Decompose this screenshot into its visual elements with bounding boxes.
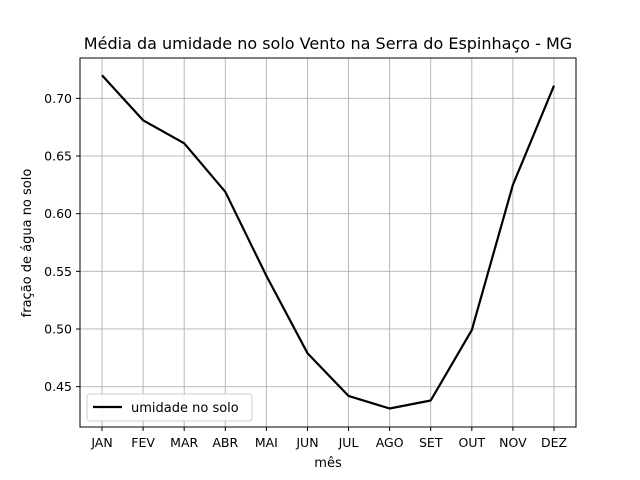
x-tick-label: JAN <box>90 435 112 450</box>
x-tick-label: DEZ <box>541 435 567 450</box>
y-tick-label: 0.55 <box>44 264 72 279</box>
plot-area-frame <box>79 57 577 428</box>
legend-box <box>86 393 253 422</box>
axis-ticks: JAN FEV MAR ABR MAI JUN JUL AGO SET OUT NOV DEZ 0.45… <box>44 91 567 450</box>
x-tick-label: MAR <box>170 435 198 450</box>
x-tick-label: JUN <box>295 435 318 450</box>
x-tick-label: OUT <box>459 435 486 450</box>
legend-label-umidade: umidade no solo <box>131 401 239 416</box>
x-tick-label: NOV <box>499 435 527 450</box>
chart-title: Média da umidade no solo Vento na Serra … <box>84 34 572 53</box>
y-tick-label: 0.60 <box>44 206 72 221</box>
y-tick-label: 0.50 <box>44 321 72 336</box>
series-layer <box>101 74 556 410</box>
x-tick-label: SET <box>419 435 443 450</box>
legend: umidade no solo <box>86 393 253 422</box>
y-axis-label: fração de água no solo <box>20 169 35 318</box>
x-tick-label: FEV <box>131 435 155 450</box>
y-tick-label: 0.45 <box>44 379 72 394</box>
x-tick-label: MAI <box>255 435 278 450</box>
series-line-umidade <box>101 74 556 410</box>
y-tick-label: 0.65 <box>44 149 72 164</box>
grid <box>80 58 576 427</box>
y-tick-label: 0.70 <box>44 91 72 106</box>
x-tick-label: AGO <box>376 435 404 450</box>
x-axis-label: mês <box>314 456 342 471</box>
x-tick-label: JUL <box>338 435 359 450</box>
x-tick-label: ABR <box>212 435 238 450</box>
